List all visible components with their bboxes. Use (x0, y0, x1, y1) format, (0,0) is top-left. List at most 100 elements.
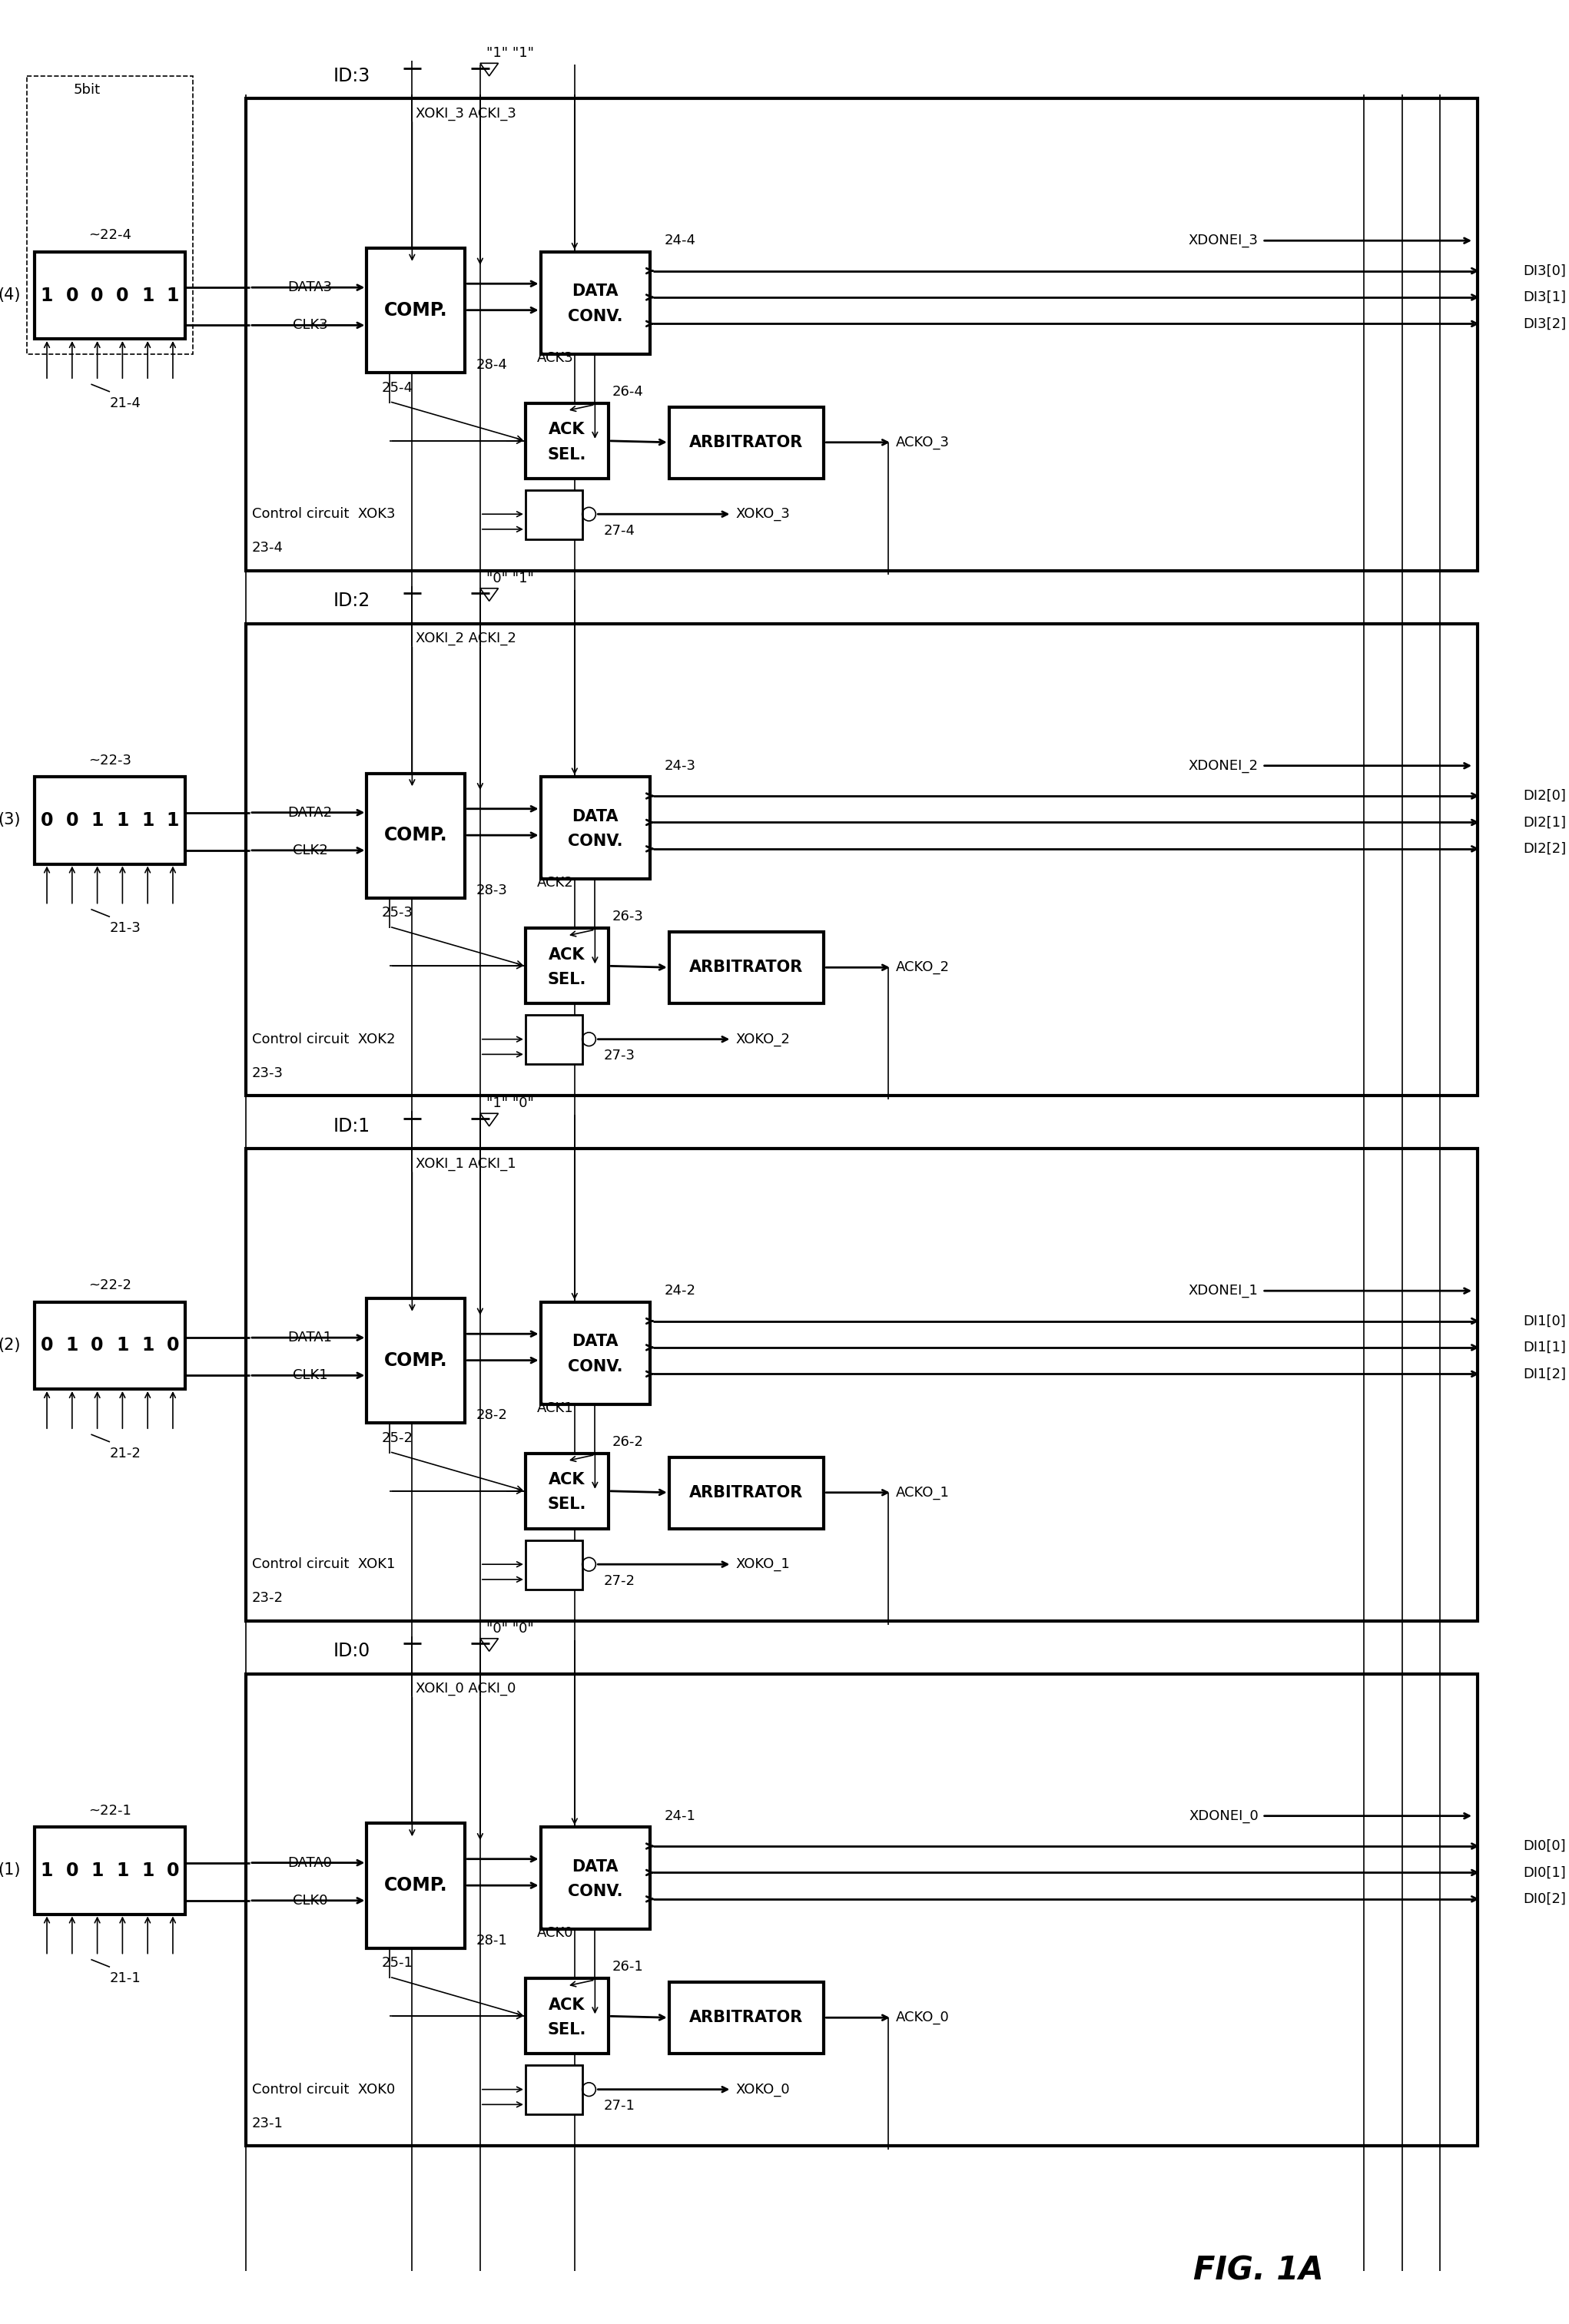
Text: DI3[2]: DI3[2] (1523, 316, 1566, 330)
Bar (526, 2066, 582, 2115)
Text: 0: 0 (91, 286, 104, 304)
Text: 21-4: 21-4 (110, 395, 141, 409)
Text: DATA: DATA (571, 284, 618, 300)
Bar (526, 927, 609, 1004)
Bar (526, 1978, 609, 2054)
Text: 1: 1 (116, 1862, 129, 1880)
Text: DI2[0]: DI2[0] (1523, 790, 1566, 802)
Bar (35, 1827, 185, 1915)
Text: ACK: ACK (549, 423, 585, 437)
Bar (541, 1301, 650, 1404)
Text: DATA: DATA (571, 1859, 618, 1873)
Text: 26-1: 26-1 (612, 1959, 643, 1973)
Text: DI0[2]: DI0[2] (1523, 1892, 1566, 1906)
Text: 25-3: 25-3 (381, 906, 413, 920)
Text: SEL.: SEL. (548, 1497, 587, 1513)
Text: XDONEI_2: XDONEI_2 (1189, 760, 1258, 772)
Text: ACK: ACK (549, 1471, 585, 1487)
Text: COMP.: COMP. (384, 300, 447, 318)
Text: DI0[1]: DI0[1] (1523, 1866, 1566, 1880)
Text: XDONEI_1: XDONEI_1 (1189, 1283, 1258, 1297)
Text: 1: 1 (141, 1862, 154, 1880)
Text: 1: 1 (116, 811, 129, 830)
Bar (367, 249, 464, 372)
Text: 24-3: 24-3 (665, 760, 697, 772)
Text: 0: 0 (66, 1862, 78, 1880)
Bar (35, 776, 185, 865)
Bar (526, 1016, 582, 1064)
Bar (27, 77, 193, 353)
Text: XOKO_0: XOKO_0 (736, 2082, 789, 2096)
Text: ACK1: ACK1 (537, 1401, 573, 1415)
Text: DI3[1]: DI3[1] (1523, 290, 1566, 304)
Text: 21-2: 21-2 (110, 1446, 141, 1459)
Text: ACKO_3: ACKO_3 (896, 435, 949, 449)
Text: 0: 0 (41, 1336, 53, 1355)
Text: "1" "1": "1" "1" (486, 46, 533, 60)
Text: 23-2: 23-2 (253, 1592, 284, 1606)
Bar (526, 490, 582, 539)
Text: FIG. 1A: FIG. 1A (1194, 2254, 1324, 2287)
Text: XDONEI_3: XDONEI_3 (1189, 235, 1258, 249)
Text: 0: 0 (91, 1336, 104, 1355)
Text: COMP.: COMP. (384, 1350, 447, 1369)
Text: 25-4: 25-4 (381, 381, 413, 395)
Text: SEL.: SEL. (548, 2022, 587, 2038)
Text: SEL.: SEL. (548, 446, 587, 462)
Bar (35, 1301, 185, 1390)
Text: 23-3: 23-3 (253, 1067, 284, 1081)
Text: ~22-3: ~22-3 (88, 753, 132, 767)
Bar (668, 1457, 824, 1529)
Text: 0: 0 (66, 286, 78, 304)
Text: XOKO_3: XOKO_3 (736, 507, 791, 521)
Text: ~22-1: ~22-1 (88, 1803, 132, 1817)
Text: ARBITRATOR: ARBITRATOR (689, 435, 803, 451)
Text: 1: 1 (66, 1336, 78, 1355)
Text: 1: 1 (116, 1336, 129, 1355)
Bar (668, 932, 824, 1004)
Text: Control circuit  XOK3: Control circuit XOK3 (253, 507, 395, 521)
Text: 27-1: 27-1 (604, 2099, 635, 2113)
Text: 0: 0 (66, 811, 78, 830)
Text: 26-4: 26-4 (612, 386, 643, 400)
Text: CONV.: CONV. (568, 834, 623, 848)
Text: ACK0: ACK0 (537, 1927, 573, 1941)
Text: ACK: ACK (549, 1996, 585, 2013)
Text: 1: 1 (141, 811, 154, 830)
Text: ID:0: ID:0 (333, 1643, 370, 1659)
Text: (1): (1) (0, 1862, 20, 1878)
Text: DI1[1]: DI1[1] (1523, 1341, 1566, 1355)
Text: (3): (3) (0, 813, 20, 827)
Text: DI2[1]: DI2[1] (1523, 816, 1566, 830)
Text: DATA: DATA (571, 1334, 618, 1350)
Text: DI1[0]: DI1[0] (1523, 1313, 1566, 1327)
Text: 21-3: 21-3 (110, 920, 141, 934)
Bar (668, 407, 824, 479)
Text: ACK3: ACK3 (537, 351, 574, 365)
Text: (2): (2) (0, 1339, 20, 1353)
Bar (246, 623, 1478, 1097)
Text: ID:3: ID:3 (333, 67, 370, 86)
Text: 1: 1 (41, 286, 53, 304)
Text: 1: 1 (141, 1336, 154, 1355)
Text: DATA: DATA (571, 809, 618, 825)
Text: ARBITRATOR: ARBITRATOR (689, 1485, 803, 1501)
Text: ~22-2: ~22-2 (88, 1278, 132, 1292)
Text: 21-1: 21-1 (110, 1971, 141, 1985)
Text: 28-1: 28-1 (475, 1934, 507, 1948)
Text: ID:1: ID:1 (333, 1118, 370, 1136)
Text: 24-1: 24-1 (665, 1808, 697, 1822)
Bar (246, 1673, 1478, 2145)
Text: ACK: ACK (549, 946, 585, 962)
Text: 1: 1 (91, 1862, 104, 1880)
Text: 0: 0 (41, 811, 53, 830)
Text: 1: 1 (166, 811, 179, 830)
Text: ACKO_1: ACKO_1 (896, 1485, 949, 1499)
Text: 28-2: 28-2 (475, 1408, 507, 1422)
Bar (35, 251, 185, 339)
Text: "0" "1": "0" "1" (486, 572, 533, 586)
Text: ACKO_2: ACKO_2 (896, 960, 949, 974)
Bar (367, 1299, 464, 1422)
Text: CLK0: CLK0 (293, 1894, 328, 1908)
Text: 0: 0 (166, 1336, 179, 1355)
